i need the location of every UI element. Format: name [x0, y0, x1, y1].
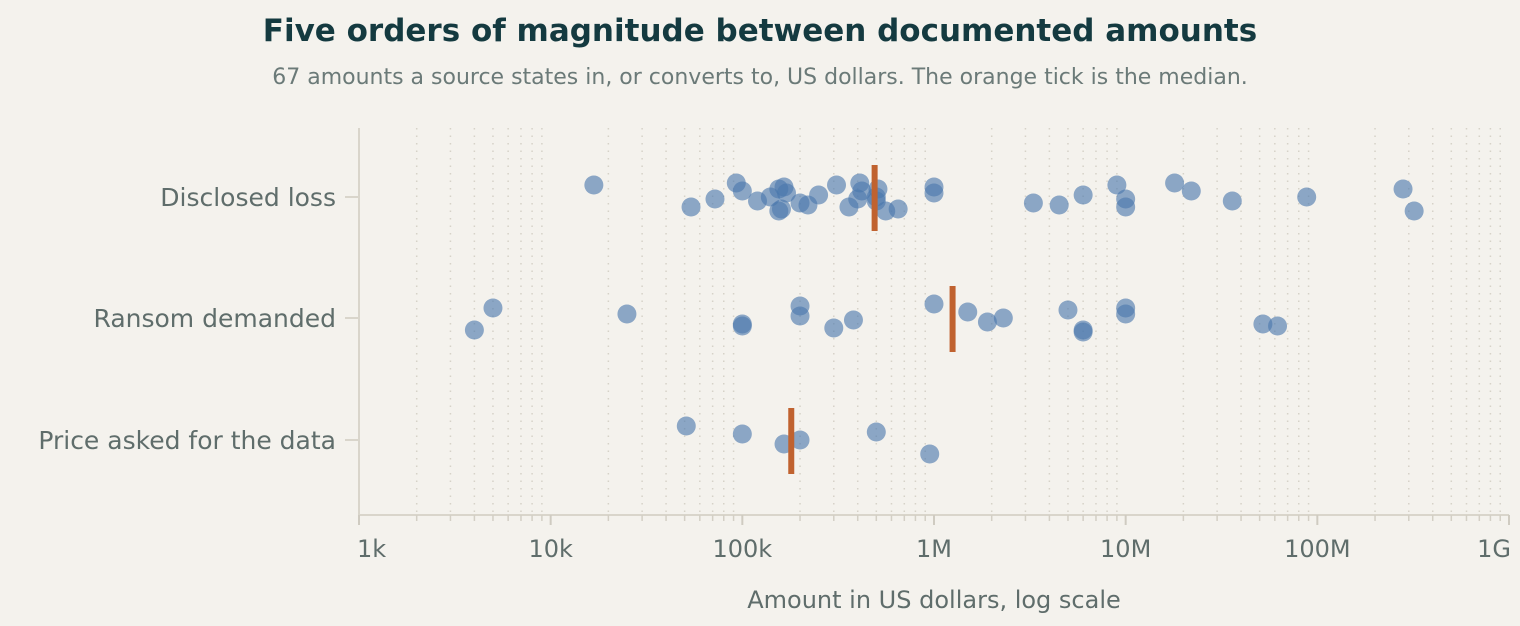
x-axis-ticks: 1k 10k 100k 1M 10M 100M 1G — [357, 515, 1511, 563]
data-point — [732, 316, 752, 336]
data-point — [920, 444, 940, 464]
median-ticks — [788, 165, 956, 474]
chart-subtitle: 67 amounts a source states in, or conver… — [272, 65, 1248, 90]
data-point — [1181, 181, 1201, 201]
data-point — [1073, 185, 1093, 205]
gridlines — [415, 128, 1501, 515]
data-point — [676, 416, 696, 436]
data-point — [1297, 187, 1317, 207]
category-label: Ransom demanded — [94, 304, 337, 333]
data-point — [809, 185, 829, 205]
data-point — [1049, 195, 1069, 215]
x-axis-title: Amount in US dollars, log scale — [747, 586, 1121, 614]
x-tick-label: 1G — [1477, 535, 1511, 563]
data-point — [993, 308, 1013, 328]
data-point — [1222, 191, 1242, 211]
data-point — [1116, 189, 1136, 209]
data-point — [1107, 175, 1127, 195]
data-points — [464, 173, 1424, 464]
data-point — [777, 183, 797, 203]
data-point — [1393, 179, 1413, 199]
data-point — [852, 181, 872, 201]
data-point — [1058, 300, 1078, 320]
data-point — [790, 296, 810, 316]
data-point — [958, 302, 978, 322]
data-point — [732, 424, 752, 444]
data-point — [977, 312, 997, 332]
data-point — [866, 422, 886, 442]
data-point — [1073, 320, 1093, 340]
data-point — [1165, 173, 1185, 193]
x-tick-label: 100M — [1284, 535, 1351, 563]
data-point — [790, 430, 810, 450]
chart-title: Five orders of magnitude between documen… — [263, 13, 1257, 49]
data-point — [1116, 304, 1136, 324]
data-point — [924, 183, 944, 203]
data-point — [617, 304, 637, 324]
x-tick-label: 1k — [357, 535, 386, 563]
data-point — [827, 175, 847, 195]
data-point — [681, 197, 701, 217]
data-point — [483, 298, 503, 318]
data-point — [1023, 193, 1043, 213]
category-label: Price asked for the data — [38, 426, 336, 455]
data-point — [584, 175, 604, 195]
category-label: Disclosed loss — [160, 183, 336, 212]
data-point — [1253, 314, 1273, 334]
category-labels: Disclosed loss Ransom demanded Price asked… — [38, 183, 359, 455]
data-point — [732, 181, 752, 201]
data-point — [1404, 201, 1424, 221]
data-point — [843, 310, 863, 330]
x-tick-label: 1M — [916, 535, 952, 563]
data-point — [824, 318, 844, 338]
x-tick-label: 10M — [1100, 535, 1151, 563]
data-point — [1268, 316, 1288, 336]
data-point — [924, 294, 944, 314]
data-point — [705, 189, 725, 209]
data-point — [464, 320, 484, 340]
data-point — [771, 199, 791, 219]
data-point — [868, 179, 888, 199]
data-point — [888, 199, 908, 219]
x-tick-label: 100k — [712, 535, 772, 563]
x-tick-label: 10k — [528, 535, 573, 563]
